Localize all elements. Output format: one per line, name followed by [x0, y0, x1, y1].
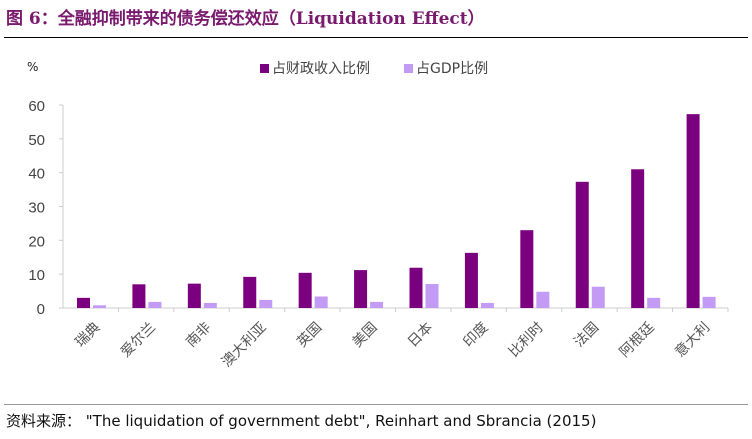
title-divider: [4, 37, 748, 38]
y-tick-label: 50: [28, 132, 45, 149]
bar-fiscal: [354, 270, 368, 308]
legend-item-fiscal: 占财政收入比例: [260, 58, 370, 78]
bar-gdp: [148, 301, 162, 308]
bar-gdp: [536, 291, 550, 308]
bar-fiscal: [243, 276, 257, 308]
x-tick-label: 阿根廷: [617, 320, 658, 361]
x-tick-label: 南非: [183, 320, 214, 351]
bar-fiscal: [686, 114, 700, 308]
y-tick-label: 40: [28, 166, 45, 183]
bar-fiscal: [77, 297, 90, 308]
y-tick-label: 20: [28, 233, 45, 250]
bar-gdp: [425, 283, 439, 308]
bar-fiscal: [520, 230, 534, 308]
bar-gdp: [702, 296, 716, 308]
x-tick-label: 印度: [460, 320, 491, 351]
bar-gdp: [591, 286, 605, 308]
bar-fiscal: [575, 181, 589, 308]
bar-gdp: [647, 297, 661, 308]
bar-gdp: [370, 301, 384, 308]
bar-fiscal: [187, 283, 201, 308]
bar-gdp: [203, 302, 217, 308]
y-tick-label: 10: [28, 267, 45, 284]
x-tick-label: 美国: [350, 320, 381, 351]
bar-fiscal: [132, 284, 146, 308]
y-tick-label: 60: [28, 98, 45, 115]
source-note: 资料来源： "The liquidation of government deb…: [6, 412, 597, 430]
legend-swatch-fiscal: [260, 63, 269, 73]
legend-label-fiscal: 占财政收入比例: [272, 61, 370, 77]
y-axis-unit: %: [27, 60, 39, 74]
legend-label-gdp: 占GDP比例: [416, 61, 489, 77]
legend-swatch-gdp: [404, 63, 413, 73]
bar-fiscal: [298, 272, 312, 308]
bar-fiscal: [409, 267, 423, 308]
x-tick-label: 比利时: [506, 320, 547, 361]
x-tick-label: 澳大利亚: [219, 320, 270, 371]
bar-fiscal: [464, 252, 478, 308]
x-tick-label: 日本: [405, 320, 436, 351]
chart-title: 图 6：全融抑制带来的债务偿还效应（Liquidation Effect）: [6, 9, 485, 29]
legend-item-gdp: 占GDP比例: [404, 58, 488, 78]
source-divider: [4, 404, 748, 405]
y-tick-label: 0: [37, 301, 45, 318]
bar-gdp: [93, 305, 106, 308]
x-tick-label: 意大利: [671, 319, 713, 361]
bar-fiscal: [631, 169, 645, 308]
y-tick-label: 30: [28, 200, 45, 217]
bar-gdp: [480, 302, 494, 308]
x-tick-label: 英国: [293, 319, 325, 351]
x-tick-label: 爱尔兰: [118, 320, 159, 361]
x-tick-label: 法国: [571, 320, 602, 351]
bar-gdp: [259, 299, 273, 308]
bar-gdp: [314, 296, 328, 308]
x-tick-label: 瑞典: [72, 320, 103, 351]
